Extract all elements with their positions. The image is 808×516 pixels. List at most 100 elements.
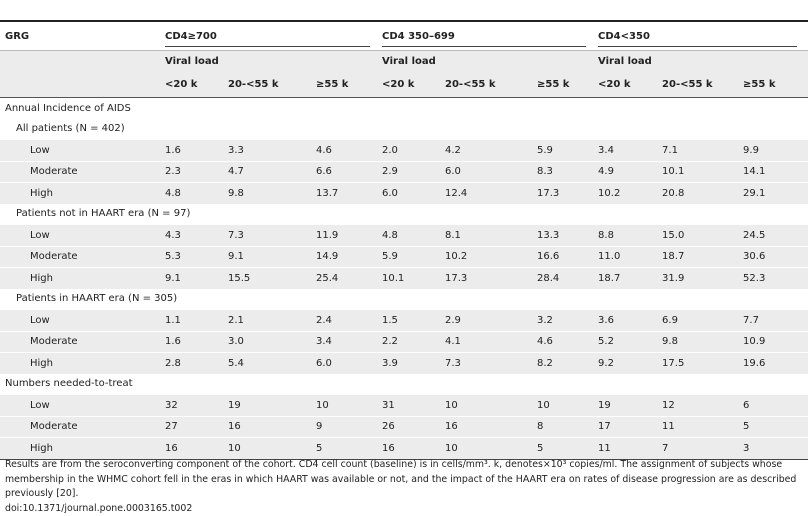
value-cell: 4.1	[445, 331, 537, 353]
value-cell: 12.4	[445, 183, 537, 204]
row-label: High	[0, 268, 165, 289]
subsection-title: All patients (N = 402)	[0, 119, 808, 140]
empty-cell	[0, 51, 165, 73]
section-row: Annual Incidence of AIDS	[0, 98, 808, 119]
value-cell: 2.9	[382, 161, 445, 183]
value-cell: 28.4	[537, 268, 598, 289]
value-cell: 18.7	[598, 268, 662, 289]
value-cell: 4.7	[228, 161, 316, 183]
value-cell: 5.9	[537, 140, 598, 162]
value-cell: 6.9	[662, 310, 743, 332]
value-cell: 10	[537, 395, 598, 417]
value-cell: 5	[743, 416, 808, 438]
value-cell: 17.3	[445, 268, 537, 289]
value-cell: 16	[165, 438, 228, 460]
column-header: ≥55 k	[537, 72, 598, 98]
value-cell: 10.9	[743, 331, 808, 353]
section-row: Numbers needed-to-treat	[0, 374, 808, 395]
value-cell: 2.4	[316, 310, 382, 332]
value-cell: 7.7	[743, 310, 808, 332]
value-cell: 20.8	[662, 183, 743, 204]
value-cell: 19	[228, 395, 316, 417]
value-cell: 5.3	[165, 246, 228, 268]
value-cell: 9.1	[165, 268, 228, 289]
row-label: Moderate	[0, 416, 165, 438]
value-cell: 5.2	[598, 331, 662, 353]
value-cell: 7.3	[445, 353, 537, 374]
value-cell: 32	[165, 395, 228, 417]
value-cell: 3.3	[228, 140, 316, 162]
value-cell: 16	[382, 438, 445, 460]
column-header: ≥55 k	[316, 72, 382, 98]
value-cell: 14.1	[743, 161, 808, 183]
value-cell: 1.1	[165, 310, 228, 332]
value-cell: 29.1	[743, 183, 808, 204]
value-cell: 4.6	[316, 140, 382, 162]
column-header: <20 k	[598, 72, 662, 98]
column-header: 20-<55 k	[228, 72, 316, 98]
value-cell: 8.3	[537, 161, 598, 183]
subsection-row: All patients (N = 402)	[0, 119, 808, 140]
value-cell: 10	[445, 395, 537, 417]
value-cell: 10.2	[598, 183, 662, 204]
row-label: High	[0, 438, 165, 460]
value-cell: 4.9	[598, 161, 662, 183]
group-label: CD4≥700	[165, 25, 370, 47]
value-cell: 4.6	[537, 331, 598, 353]
value-cell: 7.1	[662, 140, 743, 162]
group-label: CD4 350–699	[382, 25, 586, 47]
value-cell: 3.9	[382, 353, 445, 374]
value-cell: 7.3	[228, 225, 316, 247]
value-cell: 9.8	[228, 183, 316, 204]
row-label: Low	[0, 395, 165, 417]
value-cell: 16	[228, 416, 316, 438]
value-cell: 25.4	[316, 268, 382, 289]
value-cell: 19	[598, 395, 662, 417]
row-label: Moderate	[0, 246, 165, 268]
value-cell: 8.1	[445, 225, 537, 247]
value-cell: 1.5	[382, 310, 445, 332]
section-title: Numbers needed-to-treat	[0, 374, 808, 395]
value-cell: 5.4	[228, 353, 316, 374]
group-label: CD4<350	[598, 25, 797, 47]
value-cell: 4.2	[445, 140, 537, 162]
footnote: Results are from the seroconverting comp…	[5, 458, 808, 502]
value-cell: 10	[445, 438, 537, 460]
doi: doi:10.1371/journal.pone.0003165.t002	[5, 502, 808, 516]
subsection-row: Patients not in HAART era (N = 97)	[0, 204, 808, 225]
value-cell: 27	[165, 416, 228, 438]
row-label: Low	[0, 225, 165, 247]
column-header: <20 k	[382, 72, 445, 98]
subsection-title: Patients not in HAART era (N = 97)	[0, 204, 808, 225]
value-cell: 8.2	[537, 353, 598, 374]
value-cell: 6	[743, 395, 808, 417]
viral-load-header: Viral load	[382, 51, 598, 73]
value-cell: 31.9	[662, 268, 743, 289]
value-cell: 1.6	[165, 331, 228, 353]
footnote-block: Results are from the seroconverting comp…	[5, 458, 808, 516]
row-label: Moderate	[0, 331, 165, 353]
value-cell: 9.2	[598, 353, 662, 374]
value-cell: 3.4	[316, 331, 382, 353]
value-cell: 18.7	[662, 246, 743, 268]
viral-load-header: Viral load	[165, 51, 382, 73]
value-cell: 6.6	[316, 161, 382, 183]
subsection-title: Patients in HAART era (N = 305)	[0, 289, 808, 310]
value-cell: 11.9	[316, 225, 382, 247]
value-cell: 11.0	[598, 246, 662, 268]
group-header: CD4≥700	[165, 21, 382, 51]
value-cell: 24.5	[743, 225, 808, 247]
value-cell: 4.8	[165, 183, 228, 204]
section-title: Annual Incidence of AIDS	[0, 98, 808, 119]
